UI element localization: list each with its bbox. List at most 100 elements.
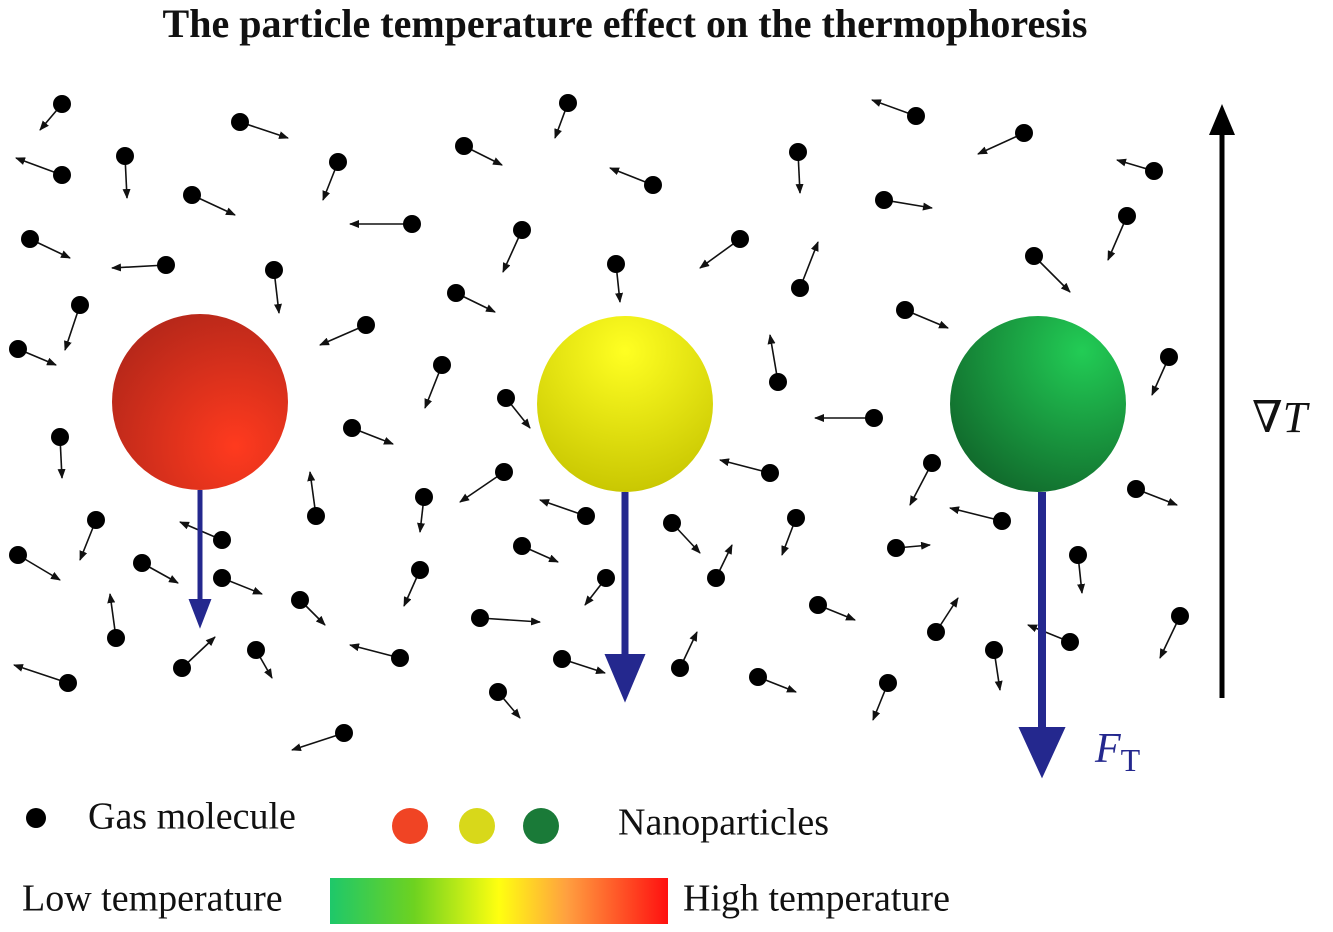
gas-molecule <box>415 488 433 506</box>
gas-molecule <box>335 724 353 742</box>
gradient-arrow-head <box>1209 104 1235 135</box>
gas-molecule <box>116 147 134 165</box>
gas-molecule <box>1127 480 1145 498</box>
gas-molecule <box>1171 607 1189 625</box>
gas-molecule <box>1118 207 1136 225</box>
gas-molecule <box>157 256 175 274</box>
gas-molecule <box>403 215 421 233</box>
gas-molecule <box>663 514 681 532</box>
gas-molecule <box>875 191 893 209</box>
gas-molecule <box>671 659 689 677</box>
gas-molecules <box>9 94 1189 752</box>
gas-molecule <box>71 296 89 314</box>
molecule-arrow <box>111 263 167 272</box>
gas-molecule <box>53 166 71 184</box>
legend-nanoparticles: Nanoparticles <box>618 802 829 844</box>
low-temperature-label: Low temperature <box>22 878 283 920</box>
gas-molecule <box>291 591 309 609</box>
gas-molecule <box>21 230 39 248</box>
legend-yellow-particle <box>459 808 495 844</box>
gas-molecule <box>513 537 531 555</box>
gas-molecule <box>495 463 513 481</box>
gas-molecule <box>447 284 465 302</box>
force-label: FT <box>1094 726 1141 779</box>
gas-molecule <box>553 650 571 668</box>
gas-molecule <box>993 512 1011 530</box>
gas-molecule <box>357 316 375 334</box>
gas-molecule <box>455 137 473 155</box>
gas-molecule <box>51 428 69 446</box>
gas-molecule <box>731 230 749 248</box>
nanoparticle-cold <box>950 316 1126 492</box>
gas-molecule <box>133 554 151 572</box>
gas-molecule <box>607 255 625 273</box>
molecule-arrow <box>479 617 541 626</box>
gas-molecule <box>789 143 807 161</box>
gas-molecule <box>707 569 725 587</box>
gas-molecule <box>513 221 531 239</box>
gas-molecule <box>329 153 347 171</box>
gas-molecule <box>791 279 809 297</box>
legend-green-particle <box>523 808 559 844</box>
gas-molecule <box>411 561 429 579</box>
gas-molecule <box>769 373 787 391</box>
nanoparticle-medium <box>537 316 713 492</box>
gas-molecule <box>247 641 265 659</box>
molecule-arrow <box>13 664 69 684</box>
gas-molecule <box>265 261 283 279</box>
gas-molecule <box>471 609 489 627</box>
legend-molecule-dot <box>26 808 46 828</box>
force-subscript: T <box>1121 742 1141 778</box>
title: The particle temperature effect on the t… <box>163 1 1088 46</box>
gas-molecule <box>53 95 71 113</box>
legend-red-particle <box>392 808 428 844</box>
gas-molecule <box>343 419 361 437</box>
gas-molecule <box>59 674 77 692</box>
gas-molecule <box>1160 348 1178 366</box>
gas-molecule <box>809 596 827 614</box>
gas-molecule <box>307 507 325 525</box>
gas-molecule <box>433 356 451 374</box>
gas-molecule <box>887 539 905 557</box>
gas-molecule <box>985 641 1003 659</box>
gas-molecule <box>559 94 577 112</box>
gas-molecule <box>923 454 941 472</box>
gas-molecule <box>865 409 883 427</box>
gas-molecule <box>787 509 805 527</box>
gas-molecule <box>1145 162 1163 180</box>
gas-molecule <box>213 531 231 549</box>
gas-molecule <box>907 107 925 125</box>
force-arrows <box>188 490 1066 779</box>
legend-gas-molecule: Gas molecule <box>88 796 296 838</box>
gas-molecule <box>644 176 662 194</box>
nanoparticle-hot <box>112 314 288 490</box>
high-temperature-label: High temperature <box>683 878 950 920</box>
gas-molecule <box>107 629 125 647</box>
gas-molecule <box>87 511 105 529</box>
gas-molecule <box>9 340 27 358</box>
gas-molecule <box>9 546 27 564</box>
gas-molecule <box>497 389 515 407</box>
gas-molecule <box>391 649 409 667</box>
gas-molecule <box>879 674 897 692</box>
temperature-bar <box>330 878 668 924</box>
gas-molecule <box>749 668 767 686</box>
gas-molecule <box>489 683 507 701</box>
gas-molecule <box>1025 247 1043 265</box>
gas-molecule <box>183 186 201 204</box>
gas-molecule <box>761 464 779 482</box>
gas-molecule <box>1015 124 1033 142</box>
gas-molecule <box>173 659 191 677</box>
gas-molecule <box>896 301 914 319</box>
gas-molecule <box>577 507 595 525</box>
gas-molecule <box>213 569 231 587</box>
gas-molecule <box>1061 633 1079 651</box>
molecule-arrow <box>291 732 345 752</box>
gas-molecule <box>597 569 615 587</box>
gas-molecule <box>231 113 249 131</box>
gradient-label: ∇T <box>1252 393 1311 442</box>
gas-molecule <box>927 623 945 641</box>
gas-molecule <box>1069 546 1087 564</box>
force-symbol: F <box>1094 726 1121 772</box>
